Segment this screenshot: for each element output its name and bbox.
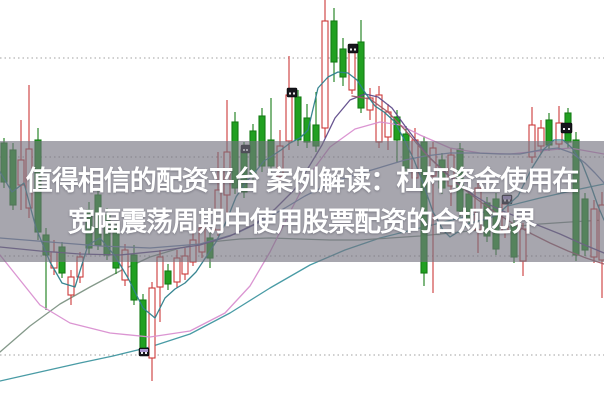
signal-marker-dot xyxy=(568,128,570,130)
signal-marker-dot xyxy=(289,92,291,95)
candle-body xyxy=(148,287,156,359)
candle-body xyxy=(164,270,172,285)
candle-body xyxy=(303,117,311,143)
candle-body xyxy=(294,96,302,141)
signal-marker-dot xyxy=(293,92,295,95)
candle-body xyxy=(375,94,383,143)
candle-body xyxy=(339,48,347,78)
signal-marker-dot xyxy=(563,128,565,130)
caption-line-2: 宽幅震荡周期中使用股票配资的合规边界 xyxy=(68,206,537,237)
signal-marker-icon xyxy=(347,43,359,54)
signal-marker-dot xyxy=(354,48,356,51)
candle-body xyxy=(348,51,356,91)
signal-marker-icon xyxy=(286,87,298,98)
signal-marker-dot xyxy=(145,352,147,354)
candle-body xyxy=(330,20,338,63)
candle-body xyxy=(321,20,329,129)
signal-marker-dot xyxy=(350,48,352,51)
candle-body xyxy=(393,116,401,141)
signal-marker-dot xyxy=(141,352,143,354)
signal-marker-tint xyxy=(140,349,148,352)
caption-line-1: 值得相信的配资平台 案例解读：杠杆资金使用在 xyxy=(25,166,580,197)
caption-band: 值得相信的配资平台 案例解读：杠杆资金使用在 宽幅震荡周期中使用股票配资的合规边… xyxy=(0,141,604,262)
signal-marker-icon xyxy=(560,122,573,134)
candle-body xyxy=(357,41,365,109)
candle-body xyxy=(285,94,293,142)
